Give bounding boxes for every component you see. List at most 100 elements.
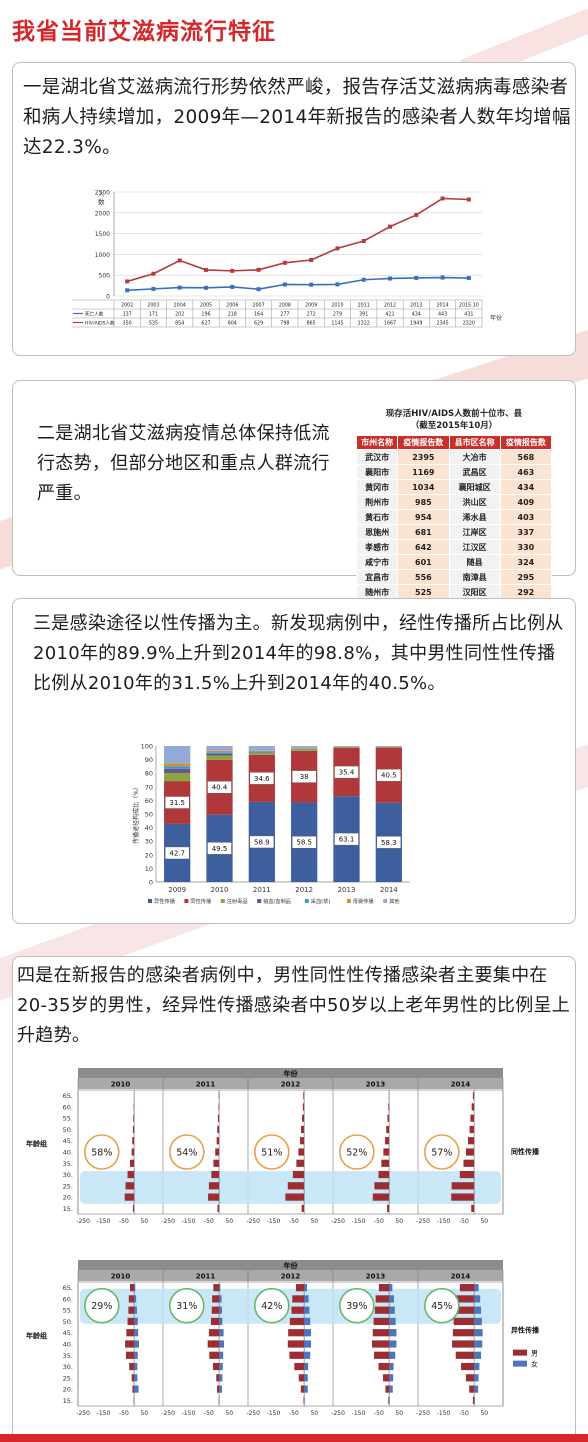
data-point bbox=[309, 282, 314, 287]
page-title: 我省当前艾滋病流行特征 bbox=[12, 19, 276, 45]
data-point bbox=[440, 196, 445, 201]
table-cell-name: 随州市 bbox=[355, 584, 399, 600]
table-cell-count: 337 bbox=[499, 524, 553, 540]
table-cell-count: 403 bbox=[499, 509, 553, 525]
chart-title: 年份 bbox=[284, 1069, 299, 1078]
bar-female bbox=[304, 1351, 311, 1359]
x-tick-label: 2005 bbox=[200, 303, 212, 309]
age-tick-label: 25. bbox=[63, 1182, 73, 1190]
x-tick-label: 2009 bbox=[168, 886, 186, 894]
footer-bar bbox=[0, 1434, 588, 1442]
x-tick-label: 50 bbox=[480, 1410, 488, 1417]
bar-female bbox=[219, 1317, 223, 1326]
bar-female bbox=[304, 1284, 307, 1292]
data-label-box bbox=[291, 836, 317, 849]
table-cell-count: 681 bbox=[397, 524, 450, 540]
x-tick-label: 2010 bbox=[211, 886, 229, 894]
year-label: 2010 bbox=[111, 1273, 131, 1281]
x-tick-label: -250 bbox=[246, 1410, 260, 1417]
table-cell-count: 601 bbox=[397, 554, 450, 570]
table-row: 荆州市 985 洪山区 409 bbox=[355, 494, 553, 510]
panel-transmission-text: 三是感染途径以性传播为主。新发现病例中，经性传播所占比例从2010年的89.9%… bbox=[33, 613, 564, 694]
y-tick-label: 1000 bbox=[95, 252, 110, 259]
bar-male bbox=[208, 1182, 220, 1190]
badge-circle bbox=[169, 1287, 205, 1324]
y-tick-label: 30 bbox=[145, 838, 153, 846]
bar-female bbox=[219, 1306, 222, 1314]
bar-male bbox=[217, 1114, 220, 1122]
badge-label: 58% bbox=[91, 1148, 112, 1159]
bar-female bbox=[474, 1295, 481, 1303]
table-row: 咸宁市 601 随县 324 bbox=[355, 554, 553, 570]
data-label: 38 bbox=[300, 773, 309, 781]
badge-circle bbox=[84, 1134, 120, 1170]
bar-male bbox=[295, 1284, 305, 1292]
data-point bbox=[125, 279, 130, 284]
legend-label: 输血/血制品 bbox=[263, 897, 291, 905]
bar-male bbox=[300, 1137, 305, 1145]
data-label-box bbox=[376, 836, 402, 849]
bar-male bbox=[467, 1137, 475, 1145]
series-side-label: 异性传播 bbox=[511, 1326, 540, 1335]
bar-male bbox=[378, 1362, 390, 1371]
table-row: 宜昌市 556 南漳县 295 bbox=[355, 569, 553, 585]
badge-circle bbox=[338, 1134, 375, 1170]
age-tick-label: 60. bbox=[63, 1103, 73, 1111]
data-label-box bbox=[291, 770, 317, 783]
bar-male bbox=[128, 1295, 135, 1303]
legend-swatch bbox=[257, 899, 262, 903]
bar-male bbox=[461, 1362, 475, 1371]
plot-frame bbox=[77, 1089, 504, 1215]
bar-female bbox=[304, 1340, 312, 1348]
data-point bbox=[466, 197, 471, 202]
bar-segment bbox=[206, 752, 233, 754]
table-cell-count: 409 bbox=[499, 494, 553, 510]
bar-male bbox=[465, 1148, 475, 1156]
bar-male bbox=[386, 1125, 390, 1134]
bar-female bbox=[134, 1317, 138, 1326]
data-label-box bbox=[164, 796, 190, 809]
age-tick-label: 65. bbox=[63, 1284, 73, 1292]
table-cell-name: 浠水县 bbox=[448, 509, 501, 525]
data-label: 865 bbox=[307, 321, 316, 327]
bar-male bbox=[289, 1317, 305, 1326]
year-label: 2014 bbox=[451, 1081, 471, 1089]
x-tick-label: 2012 bbox=[384, 303, 396, 309]
bar-female bbox=[304, 1295, 309, 1303]
bar-female bbox=[474, 1284, 479, 1292]
bar-male bbox=[371, 1340, 390, 1348]
data-point bbox=[282, 282, 287, 287]
year-label: 2014 bbox=[451, 1273, 471, 1281]
age-tick-label: 50. bbox=[63, 1126, 73, 1134]
bar-male bbox=[298, 1374, 305, 1382]
bar-female bbox=[304, 1396, 305, 1404]
plot-frame bbox=[77, 1281, 504, 1407]
data-label-box bbox=[249, 835, 275, 849]
series-line bbox=[126, 197, 469, 283]
x-tick-label: -50 bbox=[119, 1218, 129, 1225]
bar-male bbox=[459, 1170, 475, 1179]
bar-segment bbox=[248, 752, 275, 753]
data-label-box bbox=[249, 772, 275, 785]
data-label: 277 bbox=[280, 312, 289, 318]
data-label: 40.5 bbox=[381, 772, 397, 780]
bar-female bbox=[304, 1329, 312, 1337]
data-label: 202 bbox=[175, 312, 184, 318]
legend-swatch bbox=[304, 899, 309, 903]
bar-segment bbox=[333, 747, 360, 749]
bar-male bbox=[301, 1204, 305, 1212]
data-point bbox=[204, 267, 208, 272]
data-point bbox=[177, 285, 182, 290]
data-point bbox=[388, 276, 392, 281]
x-tick-label: 2011 bbox=[253, 886, 271, 894]
bar-female bbox=[474, 1340, 483, 1348]
data-label: 218 bbox=[228, 312, 237, 318]
bar-female bbox=[474, 1317, 482, 1326]
table-cell-name: 襄阳市 bbox=[355, 464, 399, 480]
data-label: 629 bbox=[254, 321, 263, 327]
data-label: 63.1 bbox=[339, 836, 355, 844]
bar-male bbox=[374, 1182, 390, 1190]
x-tick-label: -50 bbox=[119, 1410, 129, 1417]
legend-label: 同性传播 bbox=[190, 897, 212, 905]
table-cell-count: 1169 bbox=[397, 464, 450, 480]
